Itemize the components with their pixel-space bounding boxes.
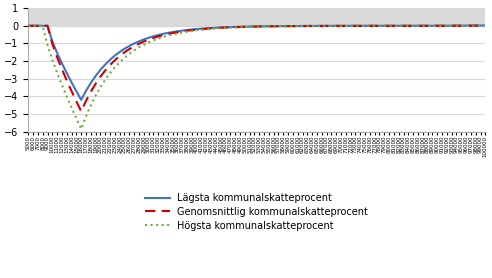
Högsta kommunalskatteprocent xyxy=(482,24,488,28)
Genomsnittlig kommunalskatteprocent xyxy=(92,82,98,85)
Högsta kommunalskatteprocent xyxy=(449,24,455,28)
Genomsnittlig kommunalskatteprocent xyxy=(160,34,166,37)
Line: Högsta kommunalskatteprocent: Högsta kommunalskatteprocent xyxy=(28,26,485,129)
Högsta kommunalskatteprocent xyxy=(227,26,233,29)
Genomsnittlig kommunalskatteprocent xyxy=(276,24,281,28)
Genomsnittlig kommunalskatteprocent xyxy=(25,24,31,28)
Högsta kommunalskatteprocent xyxy=(261,25,267,28)
Lägsta kommunalskatteprocent xyxy=(160,32,166,36)
Lägsta kommunalskatteprocent xyxy=(276,24,281,28)
Lägsta kommunalskatteprocent xyxy=(449,24,455,28)
Legend: Lägsta kommunalskatteprocent, Genomsnittlig kommunalskatteprocent, Högsta kommun: Lägsta kommunalskatteprocent, Genomsnitt… xyxy=(140,188,373,236)
Bar xyxy=(28,8,485,26)
Line: Lägsta kommunalskatteprocent: Lägsta kommunalskatteprocent xyxy=(28,26,485,100)
Högsta kommunalskatteprocent xyxy=(276,25,281,28)
Lägsta kommunalskatteprocent xyxy=(227,26,233,29)
Lägsta kommunalskatteprocent xyxy=(78,98,84,101)
Line: Genomsnittlig kommunalskatteprocent: Genomsnittlig kommunalskatteprocent xyxy=(28,26,485,111)
Högsta kommunalskatteprocent xyxy=(25,24,31,28)
Genomsnittlig kommunalskatteprocent xyxy=(482,24,488,27)
Lägsta kommunalskatteprocent xyxy=(482,24,488,27)
Genomsnittlig kommunalskatteprocent xyxy=(227,26,233,29)
Högsta kommunalskatteprocent xyxy=(160,35,166,39)
Genomsnittlig kommunalskatteprocent xyxy=(449,24,455,28)
Lägsta kommunalskatteprocent xyxy=(25,24,31,28)
Högsta kommunalskatteprocent xyxy=(92,94,98,97)
Lägsta kommunalskatteprocent xyxy=(92,74,98,78)
Genomsnittlig kommunalskatteprocent xyxy=(78,110,84,113)
Genomsnittlig kommunalskatteprocent xyxy=(261,25,267,28)
Högsta kommunalskatteprocent xyxy=(78,127,84,131)
Lägsta kommunalskatteprocent xyxy=(261,25,267,28)
